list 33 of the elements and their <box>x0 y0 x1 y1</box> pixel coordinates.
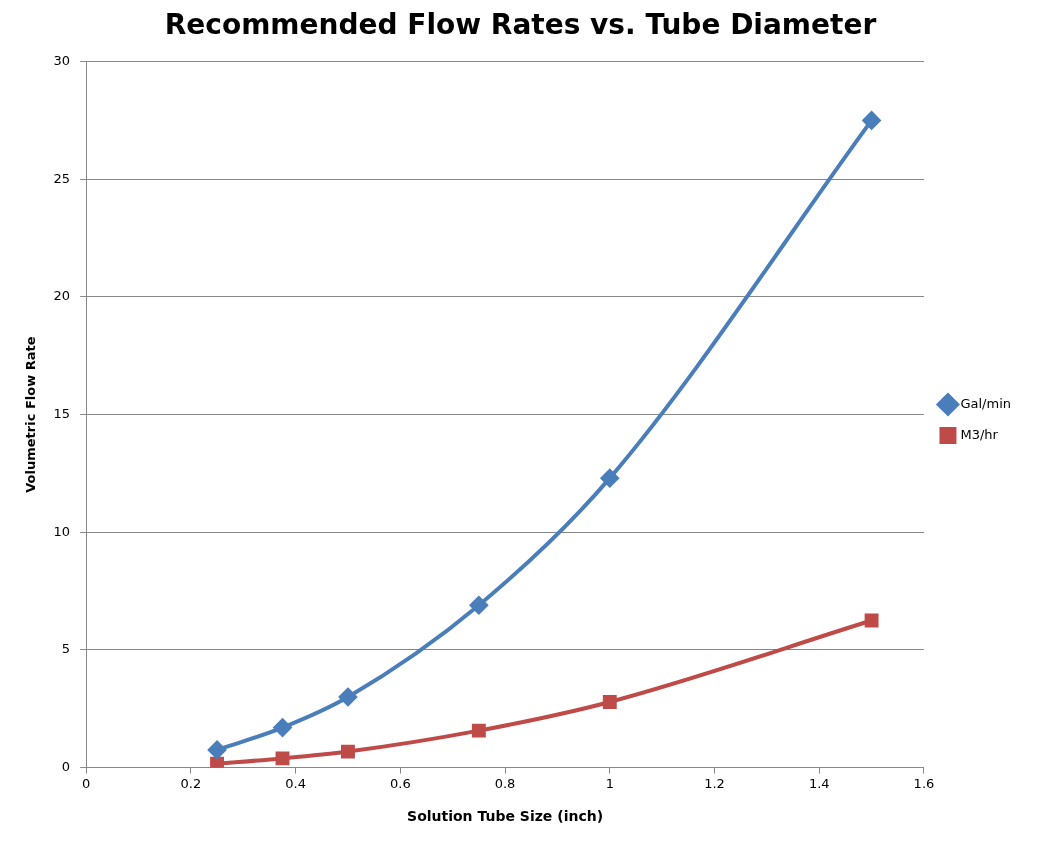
point <box>338 688 357 706</box>
x-tick-label: 0.2 <box>180 775 202 791</box>
point <box>602 694 617 709</box>
x-tick-label: 1.6 <box>913 775 935 791</box>
point <box>862 111 881 130</box>
point <box>469 596 488 615</box>
point <box>275 751 290 766</box>
chart-title: Recommended Flow Rates vs. Tube Diameter <box>164 8 877 42</box>
x-tick-label: 1 <box>605 775 614 791</box>
point <box>273 718 292 737</box>
x-tick-label: 1.2 <box>704 775 725 791</box>
point <box>210 756 224 768</box>
point <box>208 740 227 759</box>
x-tick-label: 0.6 <box>389 775 411 791</box>
legend-label: Gal/min <box>960 395 1011 411</box>
y-tick-label: 0 <box>61 758 71 774</box>
point <box>341 744 355 759</box>
y-axis-title: Volumetric Flow Rate <box>23 336 39 493</box>
point <box>864 613 879 628</box>
x-tick-label: 0 <box>82 775 91 791</box>
y-tick-label: 25 <box>53 170 71 186</box>
y-tick-label: 20 <box>53 288 71 304</box>
x-tick-label: 0.8 <box>494 775 516 791</box>
y-tick-label: 10 <box>53 523 71 539</box>
y-tick-label: 5 <box>61 641 71 657</box>
x-tick-label: 1.4 <box>808 775 830 791</box>
y-tick-label: 15 <box>53 405 71 421</box>
x-tick-label: 0.4 <box>285 775 306 791</box>
point <box>471 723 486 738</box>
point <box>600 469 619 488</box>
legend-label: M3/hr <box>960 426 999 442</box>
x-axis-title: Solution Tube Size (inch) <box>407 808 604 825</box>
y-tick-label: 30 <box>53 52 71 68</box>
